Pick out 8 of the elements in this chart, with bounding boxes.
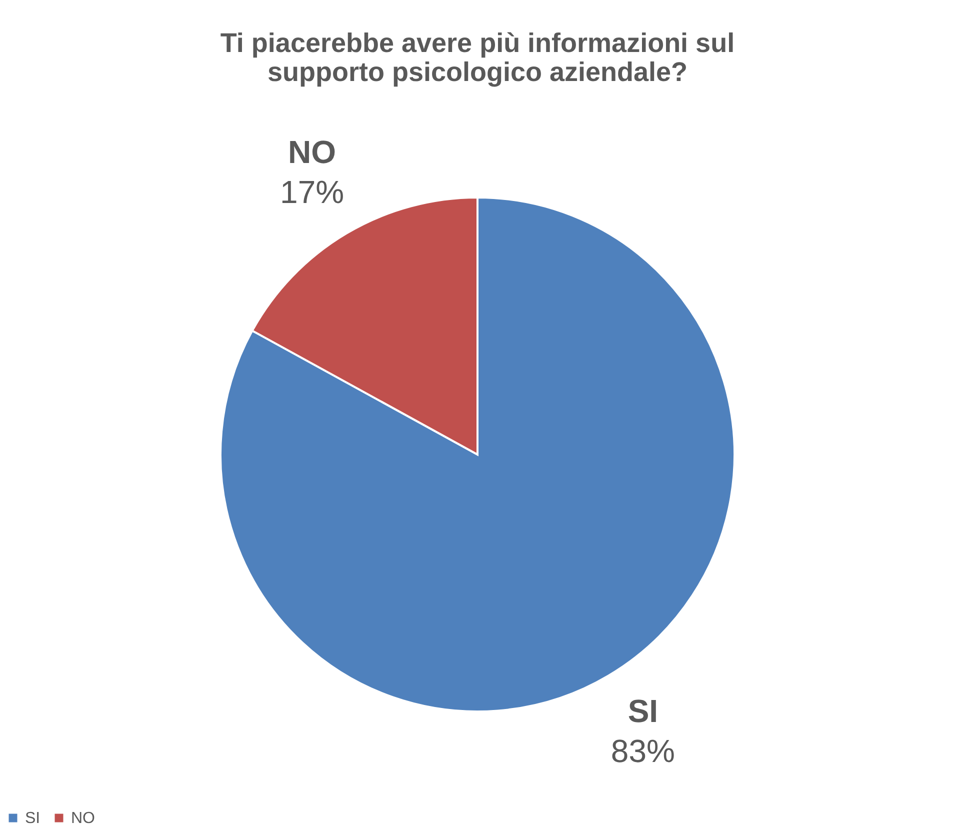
text: supporto psicologico aziendale? <box>267 57 688 87</box>
slice-label: NO <box>288 134 336 170</box>
data-label: 83% <box>610 733 675 770</box>
slice-label: SI <box>628 693 658 730</box>
legend-label: SI <box>25 810 40 827</box>
text: Ti piacerebbe avere più informazioni sul <box>220 28 735 58</box>
data-label: 17% <box>280 174 344 210</box>
legend-label: NO <box>71 810 95 827</box>
